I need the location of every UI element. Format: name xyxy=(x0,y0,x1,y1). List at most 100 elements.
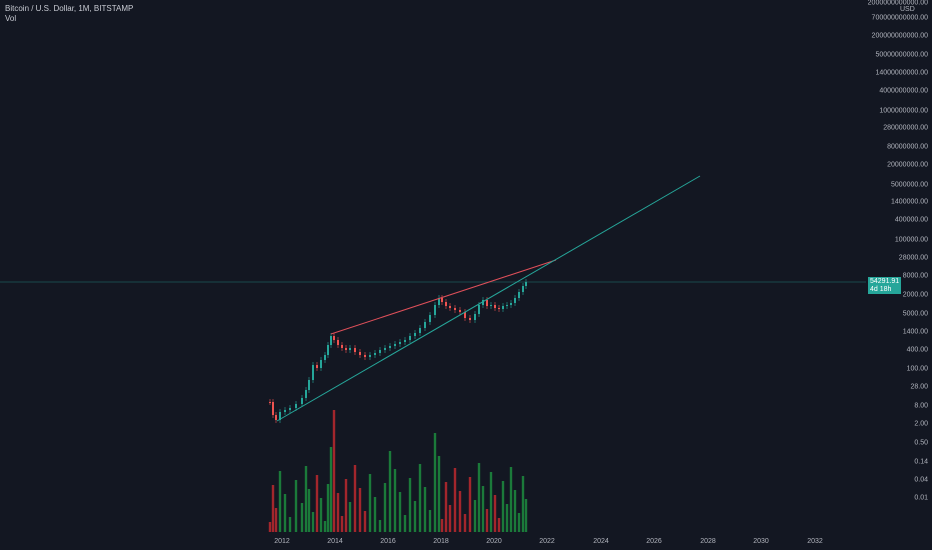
volume-bar xyxy=(274,508,278,532)
price-tick: 50000000000.00 xyxy=(875,51,928,59)
candle-body xyxy=(522,286,524,292)
price-tick: 80000000.00 xyxy=(887,143,928,151)
volume-bar xyxy=(521,476,525,532)
time-tick: 2016 xyxy=(380,538,396,545)
price-tick: 14000000000.00 xyxy=(875,69,928,77)
volume-bar xyxy=(458,491,462,532)
candle-body xyxy=(478,305,480,314)
volume-bar xyxy=(278,471,282,532)
time-tick: 2030 xyxy=(753,538,769,545)
volume-bar xyxy=(283,494,287,532)
volume-bar xyxy=(326,484,330,532)
candle-body xyxy=(275,415,277,420)
time-tick: 2020 xyxy=(486,538,502,545)
candle-body xyxy=(414,333,416,336)
volume-bar xyxy=(344,479,348,532)
time-tick: 2014 xyxy=(327,538,343,545)
candle-body xyxy=(459,310,461,312)
candle-body xyxy=(441,298,443,302)
price-tick: 0.04 xyxy=(914,476,928,484)
candle-body xyxy=(464,312,466,318)
volume-bar xyxy=(418,464,422,532)
current-price-badge: 54291.91 4d 18h xyxy=(868,277,901,294)
price-tick: 0.01 xyxy=(914,494,928,502)
price-tick: 400000.00 xyxy=(894,216,928,224)
candle-body xyxy=(330,336,332,345)
volume-label: Vol xyxy=(5,14,17,23)
chart-legend: Bitcoin / U.S. Dollar, 1M, BITSTAMP Vol xyxy=(5,4,133,24)
volume-bar xyxy=(448,505,452,532)
price-tick: 200000000000.00 xyxy=(871,32,928,40)
candle-body xyxy=(490,305,492,306)
candle-body xyxy=(384,348,386,350)
price-tick: 2000000000000.00 xyxy=(867,0,928,7)
price-tick: 2000.00 xyxy=(902,291,928,299)
volume-bar xyxy=(288,517,292,532)
price-tick: 700000000000.00 xyxy=(871,14,928,22)
candle-body xyxy=(312,365,314,380)
volume-bar xyxy=(368,474,372,532)
candle-body xyxy=(429,315,431,322)
candle-body xyxy=(305,390,307,398)
volume-bar xyxy=(336,493,340,532)
candle-body xyxy=(374,353,376,355)
volume-bar xyxy=(323,521,327,532)
candle-body xyxy=(518,292,520,298)
candle-body xyxy=(510,303,512,305)
candle-body xyxy=(438,298,440,305)
volume-bar xyxy=(513,490,517,532)
volume-bar xyxy=(383,483,387,532)
candle-body xyxy=(316,365,318,368)
price-tick: 280000000.00 xyxy=(883,124,928,132)
price-axis[interactable]: 2000000000000.00 700000000000.00 200000000… xyxy=(866,0,932,550)
volume-bar xyxy=(463,514,467,532)
volume-bars xyxy=(268,410,528,532)
candle-body xyxy=(320,360,322,368)
price-tick: 28.00 xyxy=(910,383,928,391)
volume-bar xyxy=(398,492,402,532)
volume-bar xyxy=(315,475,319,532)
volume-bar xyxy=(329,447,333,532)
price-tick: 4000000000.00 xyxy=(879,87,928,95)
volume-bar xyxy=(501,481,505,532)
volume-bar xyxy=(493,495,497,532)
volume-bar xyxy=(433,433,437,532)
candle-body xyxy=(272,402,274,415)
candle-body xyxy=(269,402,271,403)
volume-bar xyxy=(403,515,407,532)
price-tick: 2.00 xyxy=(914,420,928,428)
candle-body xyxy=(454,308,456,310)
candle-body xyxy=(379,350,381,353)
volume-bar xyxy=(473,500,477,532)
volume-bar xyxy=(363,511,367,532)
candle-body xyxy=(486,300,488,306)
volume-bar xyxy=(319,498,323,532)
time-tick: 2018 xyxy=(433,538,449,545)
candle-body xyxy=(333,336,335,340)
candle-body xyxy=(327,345,329,355)
candle-body xyxy=(514,298,516,303)
volume-bar xyxy=(378,520,382,532)
price-tick: 400.00 xyxy=(906,346,928,354)
volume-bar xyxy=(358,488,362,532)
time-tick: 2022 xyxy=(539,538,555,545)
volume-bar xyxy=(505,504,509,532)
price-tick: 1400.00 xyxy=(902,328,928,336)
volume-bar xyxy=(485,509,489,532)
symbol-title: Bitcoin / U.S. Dollar, 1M, BITSTAMP xyxy=(5,4,134,13)
candlesticks xyxy=(269,279,527,423)
candle-body xyxy=(289,408,291,410)
volume-bar xyxy=(509,467,513,532)
price-tick: 5000000.00 xyxy=(891,181,928,189)
resistance-trendline[interactable] xyxy=(330,259,557,335)
volume-bar xyxy=(307,489,311,532)
candle-body xyxy=(482,300,484,305)
candle-body xyxy=(502,306,504,309)
volume-bar xyxy=(300,503,304,532)
candle-body xyxy=(284,410,286,412)
volume-bar xyxy=(428,510,432,532)
support-trendline[interactable] xyxy=(276,175,701,422)
volume-bar xyxy=(271,485,275,532)
volume-bar xyxy=(440,519,444,532)
